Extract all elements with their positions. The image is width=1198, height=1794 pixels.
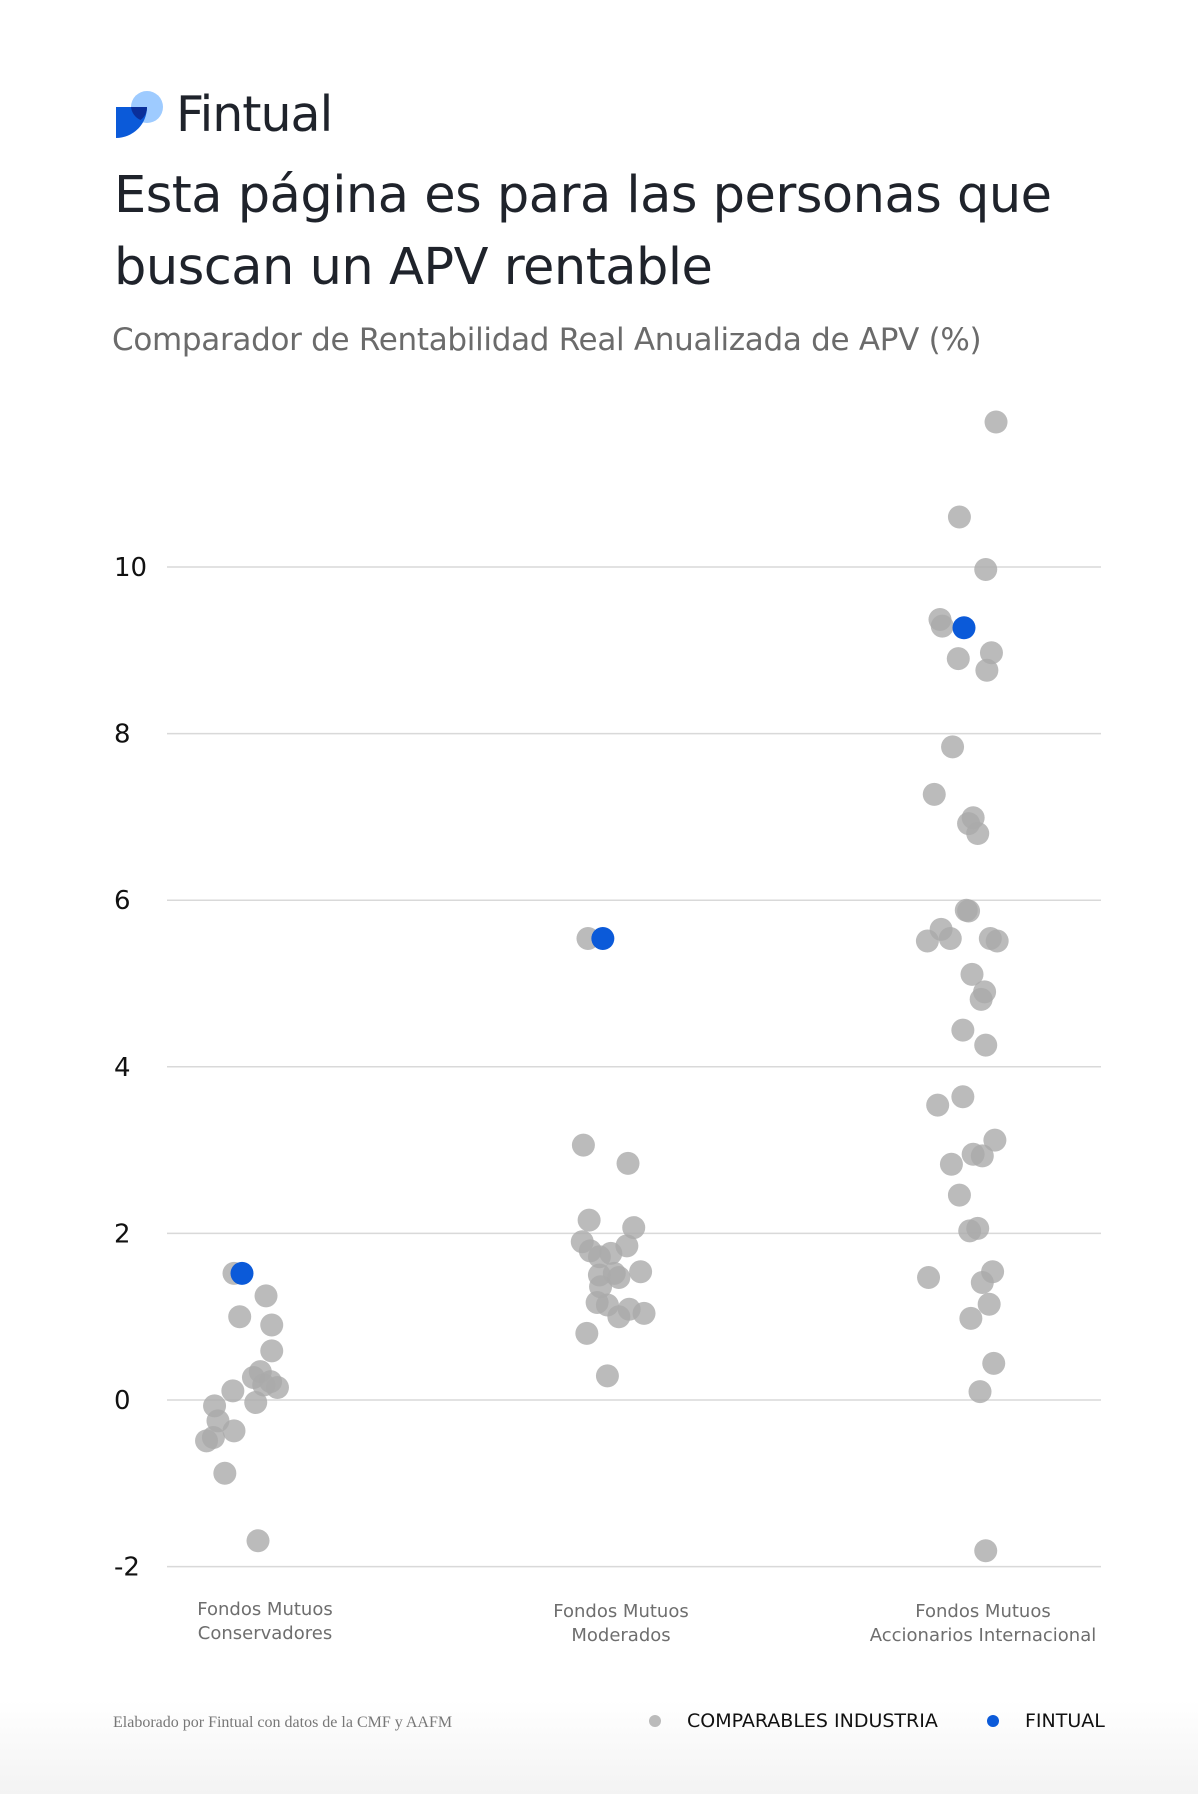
industry-point (616, 1151, 640, 1175)
industry-point (221, 1379, 245, 1403)
category-label-line: Fondos Mutuos (553, 1601, 689, 1622)
industry-point (622, 1216, 646, 1240)
y-tick-label: 8 (114, 720, 131, 750)
fintual-point (591, 927, 615, 951)
industry-point (917, 1266, 941, 1290)
industry-point (957, 899, 981, 923)
industry-point (966, 1216, 990, 1240)
industry-point (985, 929, 1009, 953)
legend-label: FINTUAL (1025, 1710, 1105, 1732)
category-label-line: Fondos Mutuos (915, 1601, 1051, 1622)
brand-name: Fintual (176, 86, 333, 143)
industry-point (951, 1018, 975, 1042)
page-headline: Esta página es para las personas que bus… (114, 166, 1052, 297)
industry-point (244, 1390, 268, 1414)
industry-point (252, 1373, 276, 1397)
industry-point (984, 410, 1008, 434)
industry-point (260, 1313, 284, 1337)
industry-point (960, 962, 984, 986)
industry-point (970, 1271, 994, 1295)
legend-dot-blue-icon (987, 1715, 999, 1727)
industry-point (632, 1301, 656, 1325)
industry-point (969, 987, 993, 1011)
industry-point (930, 614, 954, 638)
industry-point (246, 1529, 270, 1553)
industry-point (222, 1419, 246, 1443)
industry-point (195, 1429, 219, 1453)
industry-point (947, 1183, 971, 1207)
industry-point (982, 1351, 1006, 1375)
category-label-line: Fondos Mutuos (197, 1599, 333, 1620)
fintual-logo: Fintual (116, 86, 333, 143)
legend-dot-gray-icon (649, 1715, 661, 1727)
category-label-accionarios: Fondos Mutuos Accionarios Internacional (833, 1600, 1133, 1648)
category-label-line: Moderados (571, 1625, 671, 1646)
industry-point (979, 641, 1003, 665)
industry-point (575, 1321, 599, 1345)
y-tick-label: 2 (114, 1219, 131, 1249)
industry-point (983, 1128, 1007, 1152)
industry-point (915, 929, 939, 953)
industry-point (977, 1292, 1001, 1316)
source-note: Elaborado por Fintual con datos de la CM… (113, 1714, 453, 1731)
legend-item-industry: COMPARABLES INDUSTRIA (649, 1710, 938, 1732)
legend-item-fintual: FINTUAL (987, 1710, 1105, 1732)
industry-point (595, 1364, 619, 1388)
industry-point (571, 1133, 595, 1157)
industry-point (213, 1461, 237, 1485)
industry-point (975, 658, 999, 682)
fintual-point (952, 616, 976, 640)
industry-point (629, 1260, 653, 1284)
chart-title: Comparador de Rentabilidad Real Anualiza… (112, 322, 982, 358)
fintual-logo-icon (116, 90, 163, 138)
industry-point (260, 1339, 284, 1363)
category-label-conservadores: Fondos Mutuos Conservadores (115, 1598, 415, 1646)
y-tick-label: 10 (114, 553, 147, 583)
industry-point (966, 822, 990, 846)
industry-point (974, 557, 998, 581)
legend-label: COMPARABLES INDUSTRIA (687, 1710, 938, 1732)
industry-point (922, 782, 946, 806)
industry-point (974, 1539, 998, 1563)
category-label-moderados: Fondos Mutuos Moderados (471, 1600, 771, 1648)
industry-point (938, 927, 962, 951)
category-label-line: Accionarios Internacional (869, 1625, 1097, 1646)
industry-point (970, 1144, 994, 1168)
industry-point (599, 1241, 623, 1265)
industry-point (607, 1266, 631, 1290)
industry-point (947, 505, 971, 529)
industry-point (974, 1033, 998, 1057)
industry-point (607, 1305, 631, 1329)
y-tick-label: 6 (114, 886, 131, 916)
industry-point (959, 1306, 983, 1330)
y-tick-label: -2 (114, 1553, 140, 1583)
y-tick-label: 0 (114, 1386, 131, 1416)
industry-point (946, 647, 970, 671)
industry-point (254, 1284, 278, 1308)
industry-point (951, 1085, 975, 1109)
fintual-point (230, 1261, 254, 1285)
y-tick-label: 4 (114, 1053, 131, 1083)
industry-point (968, 1380, 992, 1404)
industry-point (941, 735, 965, 759)
category-label-line: Conservadores (197, 1623, 333, 1644)
industry-point (926, 1093, 950, 1117)
industry-point (577, 1208, 601, 1232)
industry-point (939, 1152, 963, 1176)
industry-point (228, 1305, 252, 1329)
